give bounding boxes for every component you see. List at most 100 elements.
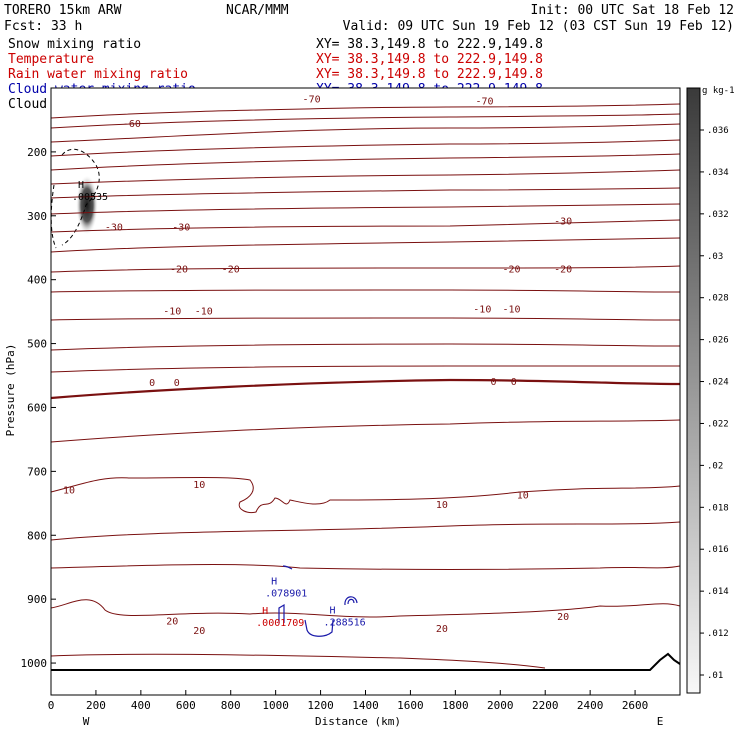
temperature-label: -20	[502, 264, 520, 275]
colorbar-tick-label: .034	[707, 168, 729, 178]
y-axis-label: Pressure (hPa)	[4, 344, 17, 437]
temperature-label: 10	[63, 486, 75, 497]
field-xy: XY= 38.3,149.8 to 222.9,149.8	[316, 67, 543, 82]
x-tick-label: 2600	[622, 699, 649, 712]
y-tick-label: 400	[27, 274, 47, 287]
colorbar-tick-label: .022	[707, 419, 729, 429]
forecast-hour: Fcst: 33 h	[4, 19, 82, 34]
isotherm-line	[50, 477, 681, 513]
snow-shading	[76, 175, 98, 235]
isotherm-line	[50, 113, 681, 129]
colorbar-tick-label: .03	[707, 252, 723, 262]
temperature-label: -20	[222, 264, 240, 275]
temperature-label: -60	[123, 119, 141, 130]
colorbar-tick-label: .02	[707, 461, 723, 471]
isotherm-line	[50, 365, 680, 373]
y-axis: 200 300 400 500 600 700 800 900 1000	[21, 146, 56, 670]
isotherm-line	[50, 343, 681, 351]
isotherm-line	[50, 564, 681, 570]
field-name: Snow mixing ratio	[8, 37, 141, 52]
x-tick-label: 600	[176, 699, 196, 712]
isotherm-line	[50, 187, 681, 199]
isotherms	[50, 103, 681, 669]
field-name: Rain water mixing ratio	[8, 67, 188, 82]
temperature-label: 20	[436, 624, 448, 635]
maximum-mark: H	[262, 606, 268, 617]
cloud-water-contour	[344, 596, 358, 606]
model-title: TORERO 15km ARW	[4, 3, 122, 18]
isotherm-line	[50, 521, 681, 541]
colorbar-tick-label: .036	[707, 126, 729, 136]
cloud-water-contour	[304, 619, 334, 637]
maximum-value: .0001709	[256, 618, 304, 629]
isotherm-line	[50, 123, 681, 143]
isotherm-line	[50, 103, 681, 119]
x-tick-label: 2000	[487, 699, 514, 712]
plot-area: -70 -70-60-30 -30-30-20 -20 -20 -20-10 -10 -10-…	[50, 87, 681, 696]
colorbar-tick-label: .024	[707, 378, 729, 388]
y-tick-label: 700	[27, 465, 47, 478]
maximum-mark: H	[271, 577, 277, 588]
x-tick-label: 800	[221, 699, 241, 712]
freezing-level-line	[50, 378, 681, 400]
terrain-line	[51, 652, 681, 671]
x-tick-label: 1800	[442, 699, 469, 712]
west-endpoint: W	[83, 715, 90, 728]
temperature-label: -70	[303, 95, 321, 106]
colorbar-tick-label: .012	[707, 629, 729, 639]
isotherm-line	[50, 599, 681, 618]
x-tick-label: 0	[48, 699, 55, 712]
temperature-label: 10	[193, 480, 205, 491]
maximum-mark: H	[330, 605, 336, 616]
temperature-label: 0	[511, 377, 517, 388]
y-tick-label: 300	[27, 210, 47, 223]
y-tick-label: 600	[27, 401, 47, 414]
colorbar: g kg-1 .01 .012 .014 .016 .018 .02 .022 .024 .02…	[686, 86, 735, 694]
colorbar-tick-label: .028	[707, 294, 729, 304]
isotherm-line	[50, 237, 681, 253]
colorbar-tick-label: .018	[707, 503, 729, 513]
maximum-mark: H	[78, 180, 84, 191]
isotherm-line	[50, 653, 546, 669]
maximum-value: .288516	[324, 617, 366, 628]
isotherm-line	[50, 265, 681, 273]
y-tick-label: 500	[27, 338, 47, 351]
temperature-label: -20	[554, 264, 572, 275]
y-tick-label: 800	[27, 529, 47, 542]
temperature-label: 10	[517, 491, 529, 502]
colorbar-tick-label: .032	[707, 210, 729, 220]
east-endpoint: E	[657, 715, 664, 728]
temperature-label: -10	[163, 307, 181, 318]
x-tick-label: 2400	[577, 699, 604, 712]
cloud-water-contour	[347, 598, 355, 605]
x-tick-label: 200	[86, 699, 106, 712]
colorbar-unit: g kg-1	[702, 86, 735, 96]
colorbar-tick-label: .026	[707, 336, 729, 346]
temperature-label: 0	[491, 377, 497, 388]
temperature-label: 20	[193, 626, 205, 637]
temperature-label: -30	[105, 222, 123, 233]
x-tick-label: 400	[131, 699, 151, 712]
x-tick-label: 1000	[262, 699, 289, 712]
org-label: NCAR/MMM	[226, 3, 289, 18]
temperature-label: -10	[195, 307, 213, 318]
isotherm-line	[50, 153, 681, 171]
temperature-label: -20	[170, 264, 188, 275]
isotherm-line	[50, 139, 681, 157]
temperature-label: -30	[554, 217, 572, 228]
temperature-label: 20	[166, 617, 178, 628]
temperature-label: -10	[473, 305, 491, 316]
field-xy: XY= 38.3,149.8 to 222.9,149.8	[316, 52, 543, 67]
field-xy: XY= 38.3,149.8 to 222.9,149.8	[316, 37, 543, 52]
isotherm-line	[50, 419, 681, 443]
field-name: Temperature	[8, 52, 94, 67]
y-tick-label: 900	[27, 593, 47, 606]
temperature-label: 0	[174, 378, 180, 389]
cloud-water-contour	[278, 603, 285, 623]
init-time: Init: 00 UTC Sat 18 Feb 12	[531, 3, 735, 18]
colorbar-tick-label: .016	[707, 545, 729, 555]
maximum-value: .00535	[72, 192, 108, 203]
x-tick-label: 1600	[397, 699, 424, 712]
